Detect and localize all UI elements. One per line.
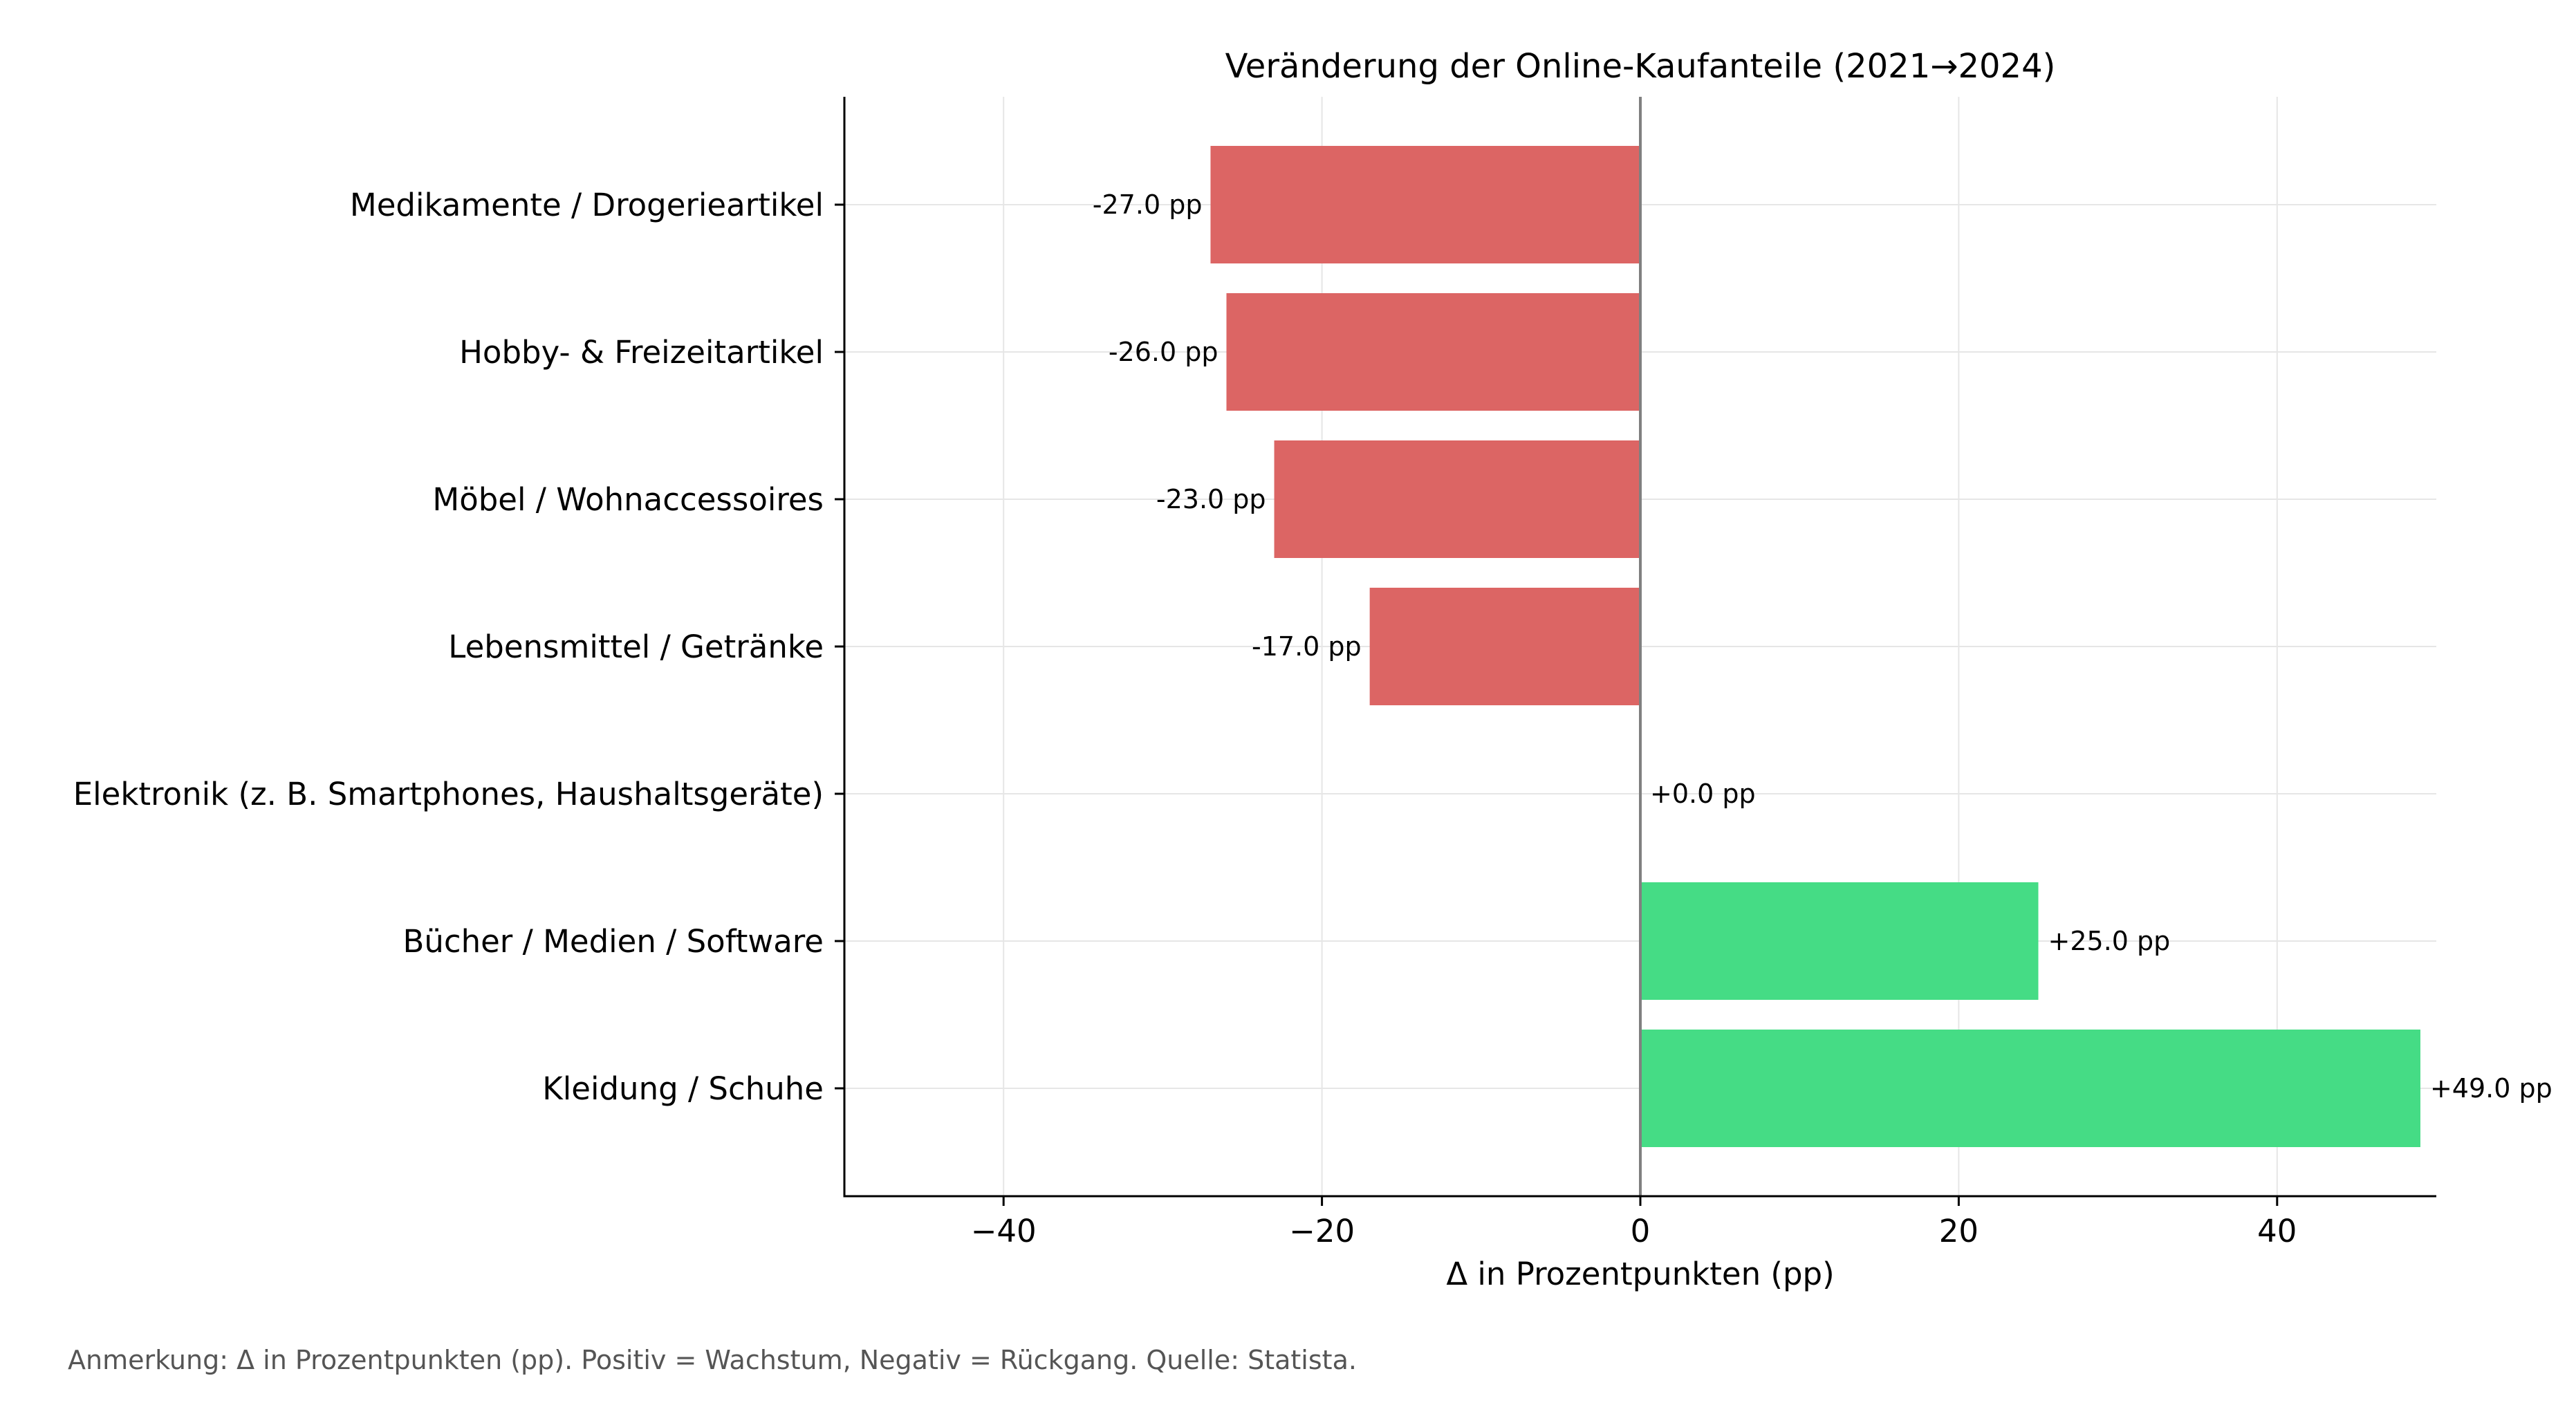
bar-value-label: +0.0 pp [1650, 779, 1756, 809]
footnote: Anmerkung: Δ in Prozentpunkten (pp). Pos… [68, 1345, 1357, 1375]
ticks-layer [835, 203, 2279, 1206]
category-label: Bücher / Medien / Software [402, 923, 824, 960]
category-label: Möbel / Wohnaccessoires [432, 481, 824, 518]
bar [1369, 588, 1640, 705]
bar-value-label: -26.0 pp [1109, 337, 1218, 367]
x-tick-label: −40 [971, 1213, 1037, 1249]
x-axis-label: Δ in Prozentpunkten (pp) [1446, 1256, 1834, 1292]
x-tick-label: −20 [1289, 1213, 1355, 1249]
bar-value-label: -17.0 pp [1252, 631, 1362, 662]
x-tick-label: 40 [2257, 1213, 2297, 1249]
category-label: Medikamente / Drogerieartikel [350, 187, 824, 223]
bars-layer [1210, 146, 2420, 1147]
bar-value-label: +25.0 pp [2048, 926, 2171, 956]
bar [1210, 146, 1640, 263]
x-tick-label: 20 [1939, 1213, 1979, 1249]
x-tick-label: 0 [1631, 1213, 1651, 1249]
category-label: Hobby- & Freizeitartikel [459, 334, 824, 371]
bar [1640, 1030, 2420, 1147]
bar-value-label: +49.0 pp [2430, 1073, 2552, 1104]
chart-title: Veränderung der Online-Kaufanteile (2021… [1225, 47, 2056, 86]
bar-value-label: -27.0 pp [1093, 189, 1203, 220]
category-label: Elektronik (z. B. Smartphones, Haushalts… [73, 776, 824, 812]
bar [1226, 293, 1640, 411]
bar-value-label: -23.0 pp [1156, 484, 1266, 514]
category-label: Kleidung / Schuhe [542, 1070, 824, 1107]
bar [1274, 440, 1640, 558]
category-label: Lebensmittel / Getränke [448, 629, 824, 665]
bar [1640, 882, 2039, 1000]
labels-layer: -27.0 pp Medikamente / Drogerieartikel -26… [73, 187, 2552, 1249]
